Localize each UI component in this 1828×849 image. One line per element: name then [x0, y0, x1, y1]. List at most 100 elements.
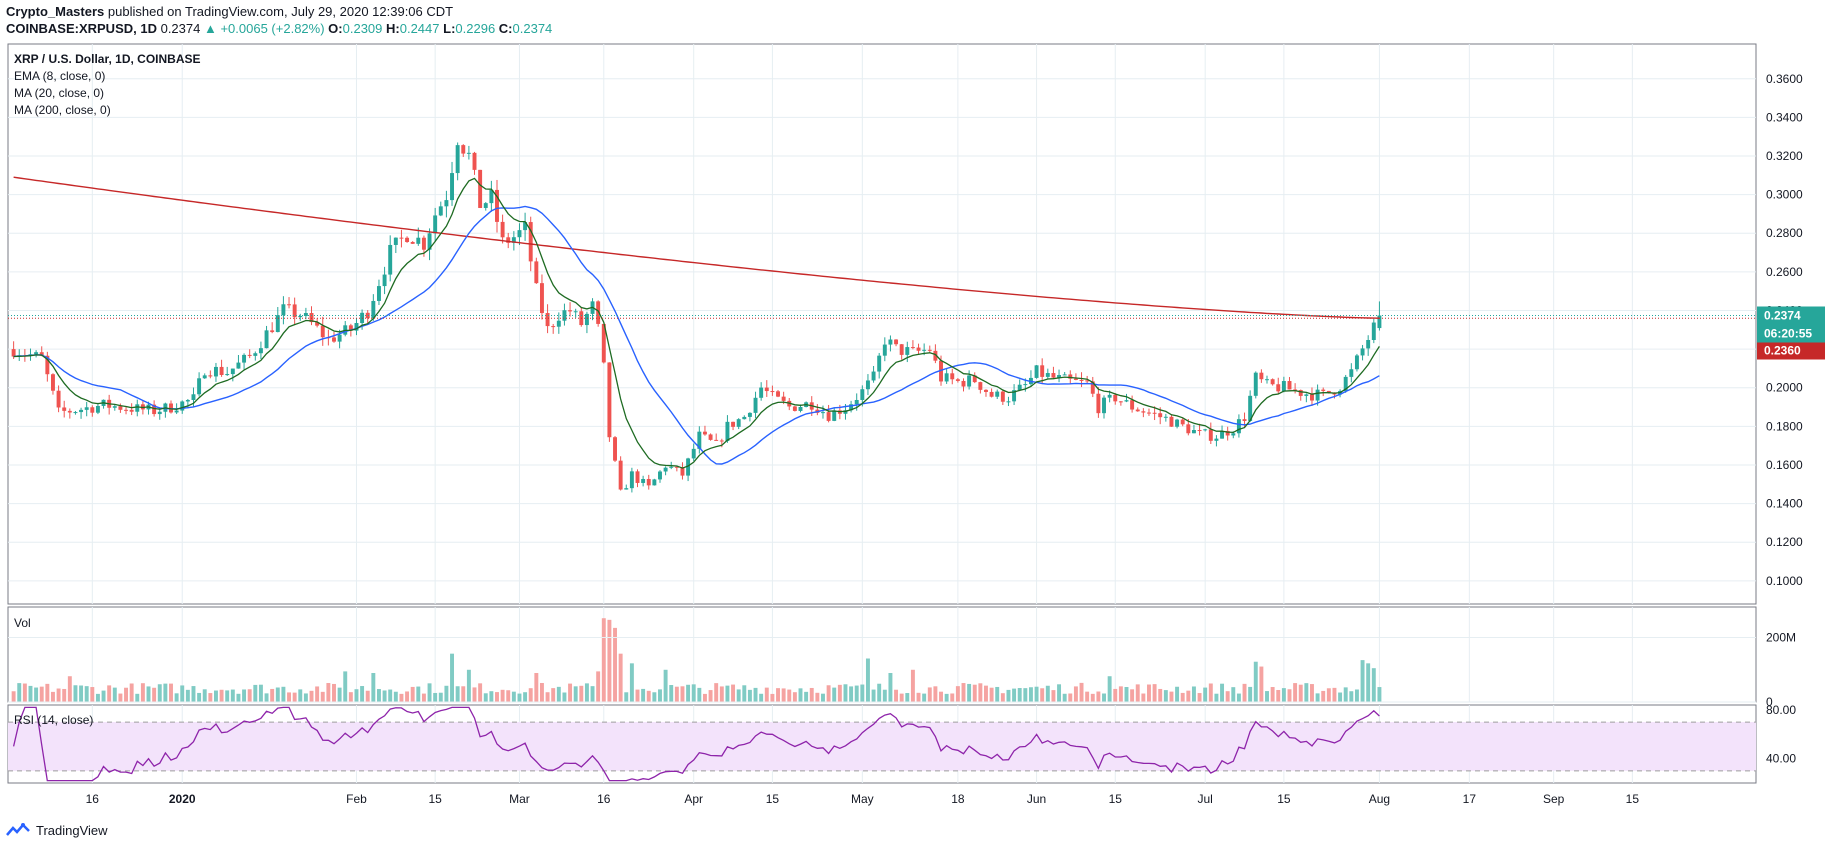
rsi-pane-label[interactable]: RSI (14, close) — [14, 713, 94, 727]
volume-bar — [438, 692, 443, 702]
tradingview-watermark[interactable]: TradingView — [6, 822, 108, 838]
candle-body — [736, 419, 741, 427]
volume-bar — [1085, 691, 1090, 702]
candle-body — [67, 410, 72, 413]
candle-body — [978, 382, 983, 390]
volume-bar — [56, 688, 61, 702]
volume-bar — [1180, 692, 1185, 702]
candle-body — [433, 215, 438, 234]
candle-body — [719, 440, 724, 442]
candle-body — [399, 237, 404, 239]
candle-body — [984, 389, 988, 392]
candle-body — [202, 375, 207, 379]
volume-bar — [871, 689, 876, 702]
volume-bar — [551, 688, 556, 702]
candle-body — [489, 189, 494, 204]
volume-bar — [1304, 683, 1309, 702]
volume-bar — [410, 686, 415, 702]
candle-body — [287, 304, 291, 306]
volume-bar — [854, 685, 859, 702]
candle-body — [427, 233, 432, 250]
volume-bar — [202, 689, 207, 702]
volume-bar — [1197, 693, 1202, 702]
volume-bar — [590, 686, 595, 702]
volume-bar — [1259, 666, 1264, 702]
volume-bar — [995, 686, 1000, 702]
volume-bar — [1281, 688, 1286, 702]
candle-body — [1326, 390, 1331, 393]
legend-ma20[interactable]: MA (20, close, 0) — [14, 86, 105, 100]
volume-bar — [427, 683, 432, 702]
rsi-line — [12, 706, 1380, 782]
candle-body — [11, 349, 16, 357]
candle-body — [298, 315, 303, 318]
candle-body — [371, 300, 376, 319]
candle-body — [388, 244, 393, 275]
candle-body — [461, 145, 466, 154]
volume-bar — [517, 693, 522, 702]
volume-bar — [152, 687, 157, 702]
volume-bar — [1118, 686, 1123, 702]
candle-body — [1040, 365, 1045, 377]
candle-body — [652, 479, 657, 486]
candle-body — [275, 315, 280, 333]
candle-body — [152, 404, 157, 415]
volume-bar — [455, 686, 460, 702]
candle-body — [118, 406, 123, 410]
candle-body — [1191, 430, 1196, 434]
candle-body — [1135, 409, 1140, 412]
volume-bar — [135, 693, 140, 702]
volume-bar — [922, 693, 927, 702]
candle-body — [1057, 375, 1062, 378]
candle-body — [669, 466, 674, 468]
volume-bar — [989, 687, 994, 702]
volume-bar — [332, 683, 336, 702]
price-pane-frame — [7, 43, 1757, 605]
legend-ma200[interactable]: MA (200, close, 0) — [14, 103, 111, 117]
candle-body — [955, 379, 960, 381]
volume-bar — [905, 693, 910, 702]
price-tick-label: 0.3400 — [1766, 110, 1803, 124]
candle-body — [34, 352, 39, 355]
candle-body — [1158, 413, 1163, 418]
candle-body — [1315, 389, 1320, 401]
volume-bar — [129, 683, 134, 702]
candle-body — [309, 313, 314, 323]
volume-bar — [680, 686, 685, 702]
candle-body — [135, 404, 140, 412]
volume-bar — [1371, 668, 1376, 702]
time-tick-label: 15 — [1277, 792, 1291, 806]
candle-body — [1298, 390, 1303, 396]
candle-body — [910, 347, 915, 349]
candle-body — [495, 189, 499, 222]
volume-bar — [1349, 691, 1354, 702]
volume-tick-label: 200M — [1766, 631, 1796, 645]
candle-body — [1377, 315, 1382, 329]
candle-body — [781, 396, 786, 401]
author-name[interactable]: Crypto_Masters — [6, 4, 105, 19]
volume-bar — [270, 688, 275, 702]
volume-bar — [1360, 660, 1365, 702]
candle-body — [821, 412, 825, 414]
volume-bar — [584, 683, 589, 702]
candle-body — [882, 344, 887, 356]
candle-body — [663, 467, 668, 472]
volume-bar — [747, 689, 752, 702]
candle-body — [382, 274, 387, 287]
candle-body — [1017, 384, 1022, 391]
volume-bar — [702, 693, 707, 702]
candle-body — [1253, 372, 1258, 396]
volume-pane-label[interactable]: Vol — [14, 616, 31, 630]
candle-body — [1023, 384, 1028, 386]
candle-body — [573, 311, 578, 313]
legend-ema8[interactable]: EMA (8, close, 0) — [14, 69, 106, 83]
volume-bar — [792, 692, 797, 702]
volume-bar — [275, 687, 280, 702]
volume-bar — [865, 658, 870, 702]
price-tick-label: 0.1600 — [1766, 458, 1803, 472]
volume-bar — [73, 685, 78, 702]
volume-bar — [539, 682, 544, 702]
candle-body — [1360, 348, 1365, 356]
volume-bar — [613, 627, 617, 702]
